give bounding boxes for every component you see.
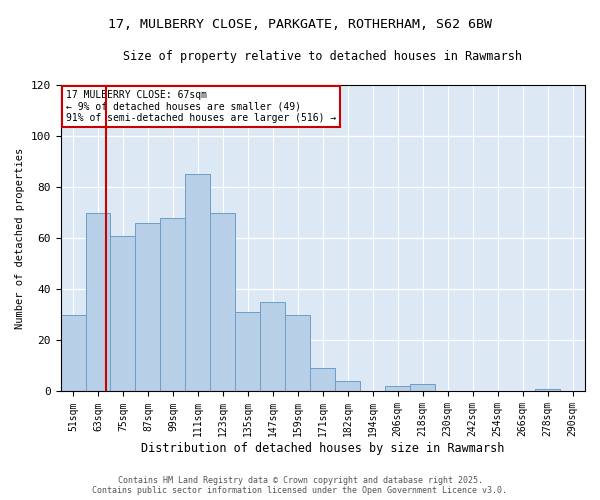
- Y-axis label: Number of detached properties: Number of detached properties: [15, 148, 25, 329]
- Bar: [286, 315, 310, 392]
- Text: Contains HM Land Registry data © Crown copyright and database right 2025.
Contai: Contains HM Land Registry data © Crown c…: [92, 476, 508, 495]
- Bar: [335, 382, 360, 392]
- Text: 17 MULBERRY CLOSE: 67sqm
← 9% of detached houses are smaller (49)
91% of semi-de: 17 MULBERRY CLOSE: 67sqm ← 9% of detache…: [66, 90, 336, 123]
- Bar: [385, 386, 410, 392]
- Bar: [260, 302, 286, 392]
- Bar: [535, 389, 560, 392]
- Text: 17, MULBERRY CLOSE, PARKGATE, ROTHERHAM, S62 6BW: 17, MULBERRY CLOSE, PARKGATE, ROTHERHAM,…: [108, 18, 492, 30]
- Bar: [410, 384, 435, 392]
- Bar: [235, 312, 260, 392]
- Bar: [185, 174, 211, 392]
- Bar: [310, 368, 335, 392]
- Bar: [61, 315, 86, 392]
- Bar: [160, 218, 185, 392]
- Title: Size of property relative to detached houses in Rawmarsh: Size of property relative to detached ho…: [123, 50, 522, 63]
- Bar: [110, 236, 136, 392]
- X-axis label: Distribution of detached houses by size in Rawmarsh: Distribution of detached houses by size …: [141, 442, 505, 455]
- Bar: [86, 212, 110, 392]
- Bar: [136, 223, 160, 392]
- Bar: [211, 212, 235, 392]
